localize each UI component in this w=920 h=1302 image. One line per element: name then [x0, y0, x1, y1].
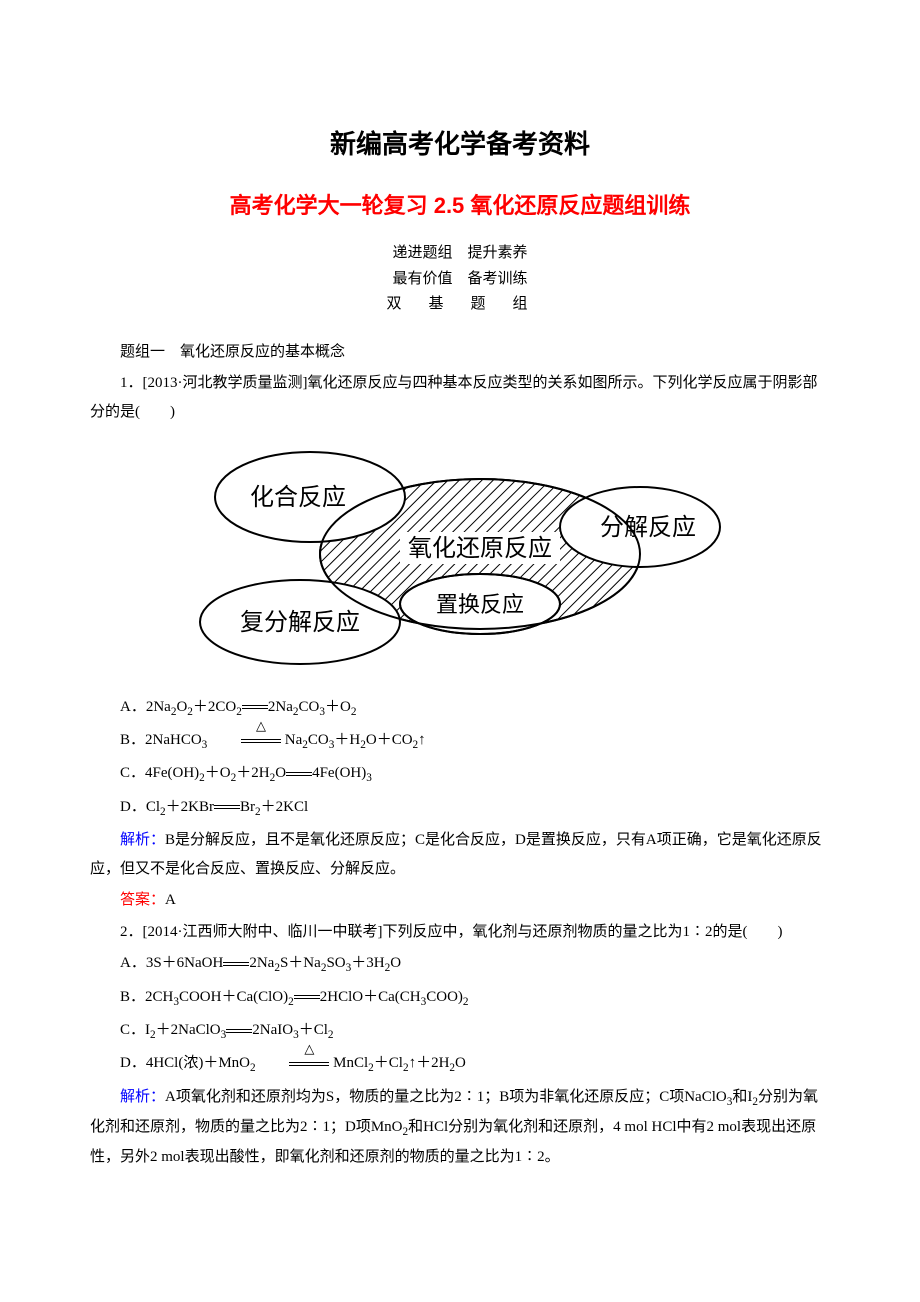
- q2-analysis: 解析：A项氧化剂和还原剂均为S，物质的量之比为2∶1；B项为非氧化还原反应；C项…: [90, 1083, 830, 1172]
- q1-analysis: 解析：B是分解反应，且不是氧化还原反应；C是化合反应，D是置换反应，只有A项正确…: [90, 826, 830, 883]
- q2-stem: 2．[2014·江西师大附中、临川一中联考]下列反应中，氧化剂与还原剂物质的量之…: [90, 918, 830, 947]
- q2-optd-cond: △: [274, 1037, 314, 1062]
- meta-block: 递进题组 提升素养 最有价值 备考训练 双 基 题 组: [90, 241, 830, 318]
- q1-answer: 答案：A: [90, 886, 830, 915]
- q1-analysis-label: 解析：: [120, 832, 165, 848]
- q2-option-c: C．I2＋2NaClO32NaIO3＋Cl2: [90, 1016, 830, 1046]
- title-sub: 高考化学大一轮复习 2.5 氧化还原反应题组训练: [90, 185, 830, 227]
- q1-option-c: C．4Fe(OH)2＋O2＋2H2O4Fe(OH)3: [90, 759, 830, 789]
- diagram-label-redox: 氧化还原反应: [408, 535, 552, 562]
- diagram-label-combine: 化合反应: [250, 484, 346, 511]
- diagram-label-metathesis: 复分解反应: [240, 609, 360, 636]
- diagram-label-displacement: 置换反应: [436, 592, 524, 617]
- title-main: 新编高考化学备考资料: [90, 120, 830, 169]
- group-1-heading: 题组一 氧化还原反应的基本概念: [90, 338, 830, 367]
- q2-analysis-label: 解析：: [120, 1089, 165, 1105]
- q1-stem: 1．[2013·河北教学质量监测]氧化还原反应与四种基本反应类型的关系如图所示。…: [90, 369, 830, 426]
- meta-line-1: 递进题组 提升素养: [90, 241, 830, 267]
- q1-option-a: A．2Na2O2＋2CO22Na2CO3＋O2: [90, 693, 830, 723]
- q2-analysis-text: A项氧化剂和还原剂均为S，物质的量之比为2∶1；B项为非氧化还原反应；C项NaC…: [90, 1089, 818, 1166]
- diagram-label-decomp: 分解反应: [600, 514, 696, 541]
- q1-option-b: B．2NaHCO3 △ Na2CO3＋H2O＋CO2↑: [90, 726, 830, 756]
- q2-option-d: D．4HCl(浓)＋MnO2 △ MnCl2＋Cl2↑＋2H2O: [90, 1049, 830, 1079]
- q1-venn-diagram: 氧化还原反应 化合反应 分解反应 置换反应 复分解反应: [90, 432, 830, 683]
- q1-analysis-text: B是分解反应，且不是氧化还原反应；C是化合反应，D是置换反应，只有A项正确，它是…: [90, 832, 822, 877]
- meta-line-2: 最有价值 备考训练: [90, 267, 830, 293]
- q1-option-d: D．Cl2＋2KBrBr2＋2KCl: [90, 793, 830, 823]
- q1-answer-label: 答案：: [120, 892, 165, 908]
- meta-line-3: 双 基 题 组: [90, 292, 830, 318]
- q1-answer-value: A: [165, 892, 176, 908]
- q2-option-a: A．3S＋6NaOH2Na2S＋Na2SO3＋3H2O: [90, 949, 830, 979]
- q2-option-b: B．2CH3COOH＋Ca(ClO)22HClO＋Ca(CH3COO)2: [90, 983, 830, 1013]
- q1-optb-cond: △: [226, 714, 266, 739]
